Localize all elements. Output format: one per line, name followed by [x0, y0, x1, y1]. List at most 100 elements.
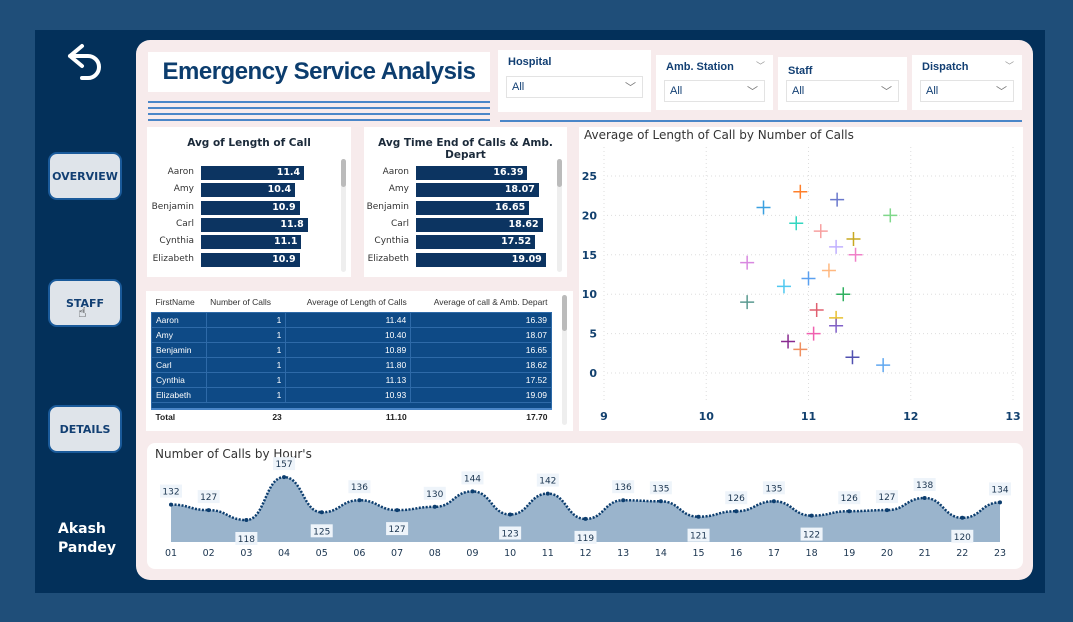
table-cell: 1 [205, 386, 287, 403]
data-label-bg [989, 482, 1011, 496]
data-label: 125 [313, 527, 330, 537]
table-row[interactable]: Amy 1 10.40 18.07 [151, 326, 552, 343]
slicer-hospital: Hospital All ﹀ [498, 50, 651, 112]
details-button[interactable]: DETAILS [48, 405, 122, 453]
area-fill [171, 477, 1000, 542]
data-point[interactable] [960, 515, 965, 520]
scatter-point[interactable] [781, 334, 796, 349]
scatter-point[interactable] [776, 279, 791, 294]
scrollbar[interactable] [557, 159, 562, 272]
undo-arrow-icon[interactable] [62, 42, 106, 88]
data-point[interactable] [771, 499, 776, 504]
data-point[interactable] [282, 475, 287, 480]
data-label: 130 [426, 490, 443, 500]
scatter-point[interactable] [846, 232, 861, 247]
bar[interactable]: 10.9 [201, 200, 300, 215]
slicer-dispatch: Dispatch ﹀ All ﹀ [912, 55, 1022, 110]
column-header[interactable]: Average of Length of Calls [306, 296, 407, 307]
divider [148, 107, 490, 109]
scatter-point[interactable] [821, 263, 836, 278]
scatter-point[interactable] [829, 239, 844, 254]
bar[interactable]: 17.52 [416, 235, 536, 250]
data-point[interactable] [432, 504, 437, 509]
chevron-down-icon[interactable]: ﹀ [1004, 62, 1014, 72]
bar[interactable]: 11.8 [201, 217, 308, 232]
bar[interactable]: 18.07 [416, 183, 539, 198]
table-row[interactable]: Elizabeth 1 10.93 19.09 [151, 386, 552, 403]
data-point[interactable] [319, 510, 324, 515]
table-cell: Carl [151, 356, 207, 373]
scatter-point[interactable] [845, 350, 860, 365]
bar[interactable]: 16.65 [416, 200, 530, 215]
scatter-point[interactable] [756, 200, 771, 215]
data-point[interactable] [658, 499, 663, 504]
data-point[interactable] [922, 496, 927, 500]
scatter-point[interactable] [740, 295, 755, 310]
table-row[interactable]: Aaron 1 11.44 16.39 [151, 311, 552, 328]
scatter-point[interactable] [813, 224, 828, 239]
scatter-point[interactable] [806, 326, 821, 341]
data-point[interactable] [169, 502, 173, 507]
scatter-point[interactable] [830, 192, 845, 207]
data-point[interactable] [545, 491, 550, 496]
column-header[interactable]: FirstName [155, 296, 195, 307]
scatter-point[interactable] [793, 184, 808, 199]
hospital-dropdown[interactable]: All ﹀ [506, 76, 643, 98]
scatter-chart: Average of Length of Call by Number of C… [579, 127, 1023, 431]
scatter-point[interactable] [789, 216, 804, 231]
amb-station-dropdown[interactable]: All ﹀ [664, 80, 765, 102]
bar[interactable]: 18.62 [416, 217, 543, 232]
data-point[interactable] [357, 498, 362, 503]
bar[interactable]: 19.09 [416, 252, 546, 267]
scatter-point[interactable] [848, 247, 863, 262]
scrollbar[interactable] [341, 159, 346, 272]
scatter-point[interactable] [740, 255, 755, 270]
table-row[interactable]: Benjamin 1 10.89 16.65 [151, 341, 552, 358]
data-label-bg [800, 527, 823, 541]
data-point[interactable] [847, 509, 852, 514]
data-point[interactable] [998, 500, 1002, 505]
data-point[interactable] [206, 508, 211, 513]
dispatch-dropdown[interactable]: All ﹀ [920, 80, 1014, 102]
scatter-point[interactable] [883, 208, 898, 223]
data-point[interactable] [696, 514, 701, 519]
overview-button[interactable]: OVERVIEW [48, 152, 122, 200]
scatter-point[interactable] [801, 271, 816, 286]
data-label: 126 [841, 494, 858, 504]
x-tick-label: 14 [655, 548, 667, 559]
table-row[interactable]: Cynthia 1 11.13 17.52 [151, 371, 552, 388]
slicer-label: Amb. Station [666, 61, 734, 73]
data-point[interactable] [734, 509, 739, 514]
data-point[interactable] [470, 489, 475, 494]
column-header[interactable]: Number of Calls [210, 296, 272, 307]
bar[interactable]: 11.1 [201, 235, 302, 250]
data-label-bg [612, 480, 635, 494]
bar[interactable]: 10.4 [201, 183, 296, 198]
staff-button[interactable]: STAFF [48, 279, 122, 327]
bar[interactable]: 16.39 [416, 166, 528, 180]
data-point[interactable] [884, 508, 889, 513]
table-header: FirstName Number of Calls Average of Lengt… [152, 292, 552, 312]
column-header[interactable]: Average of call & Amb. Depart [433, 296, 548, 307]
bar[interactable]: 11.4 [201, 166, 305, 180]
scatter-point[interactable] [836, 287, 851, 302]
data-point[interactable] [395, 508, 400, 513]
scatter-point[interactable] [793, 342, 808, 357]
data-point[interactable] [621, 498, 626, 503]
data-point[interactable] [508, 512, 513, 517]
data-point[interactable] [583, 516, 588, 521]
data-point[interactable] [244, 518, 249, 522]
x-tick-label: 16 [730, 548, 742, 559]
table-row[interactable]: Carl 1 11.80 18.62 [151, 356, 552, 373]
total-cell: Total [151, 409, 207, 424]
table-cell: Cynthia [151, 371, 207, 388]
data-point[interactable] [809, 513, 814, 518]
scatter-point[interactable] [876, 358, 891, 373]
table-cell: Amy [151, 326, 207, 343]
chevron-down-icon[interactable]: ﹀ [755, 62, 765, 72]
scatter-point[interactable] [829, 318, 844, 333]
bar[interactable]: 10.9 [201, 252, 300, 267]
staff-dropdown[interactable]: All ﹀ [786, 80, 899, 102]
scatter-point[interactable] [809, 302, 824, 317]
scrollbar[interactable] [562, 295, 567, 425]
